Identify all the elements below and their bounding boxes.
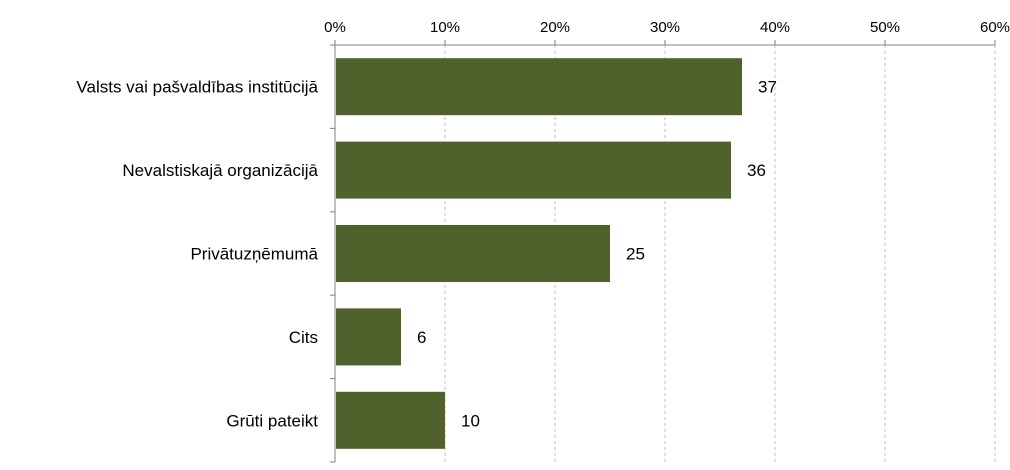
bars: [336, 58, 742, 449]
data-label: 36: [747, 161, 766, 180]
x-tick-label: 0%: [324, 19, 346, 36]
bar: [336, 391, 445, 449]
x-tick-label: 10%: [430, 19, 460, 36]
bar: [336, 58, 742, 116]
x-tick-label: 40%: [760, 19, 790, 36]
category-label: Cits: [289, 328, 318, 347]
category-label: Valsts vai pašvaldības institūcijā: [76, 78, 318, 97]
bar: [336, 225, 610, 282]
data-label: 10: [461, 411, 480, 430]
category-label: Privātuzņēmumā: [190, 245, 318, 264]
category-label: Grūti pateikt: [226, 411, 318, 430]
axes: [330, 40, 996, 463]
data-label: 25: [626, 245, 645, 264]
data-label: 37: [758, 78, 777, 97]
labels: 0% 10% 20% 30% 40% 50% 60% 37 Valsts vai pašvald…: [76, 19, 1010, 430]
x-tick-label: 50%: [870, 19, 900, 36]
x-tick-label: 30%: [650, 19, 680, 36]
x-tick-label: 20%: [540, 19, 570, 36]
x-tick-label: 60%: [980, 19, 1010, 36]
data-label: 6: [417, 328, 426, 347]
bar: [336, 141, 731, 199]
bar: [336, 308, 401, 366]
category-label: Nevalstiskajā organizācijā: [122, 161, 318, 180]
